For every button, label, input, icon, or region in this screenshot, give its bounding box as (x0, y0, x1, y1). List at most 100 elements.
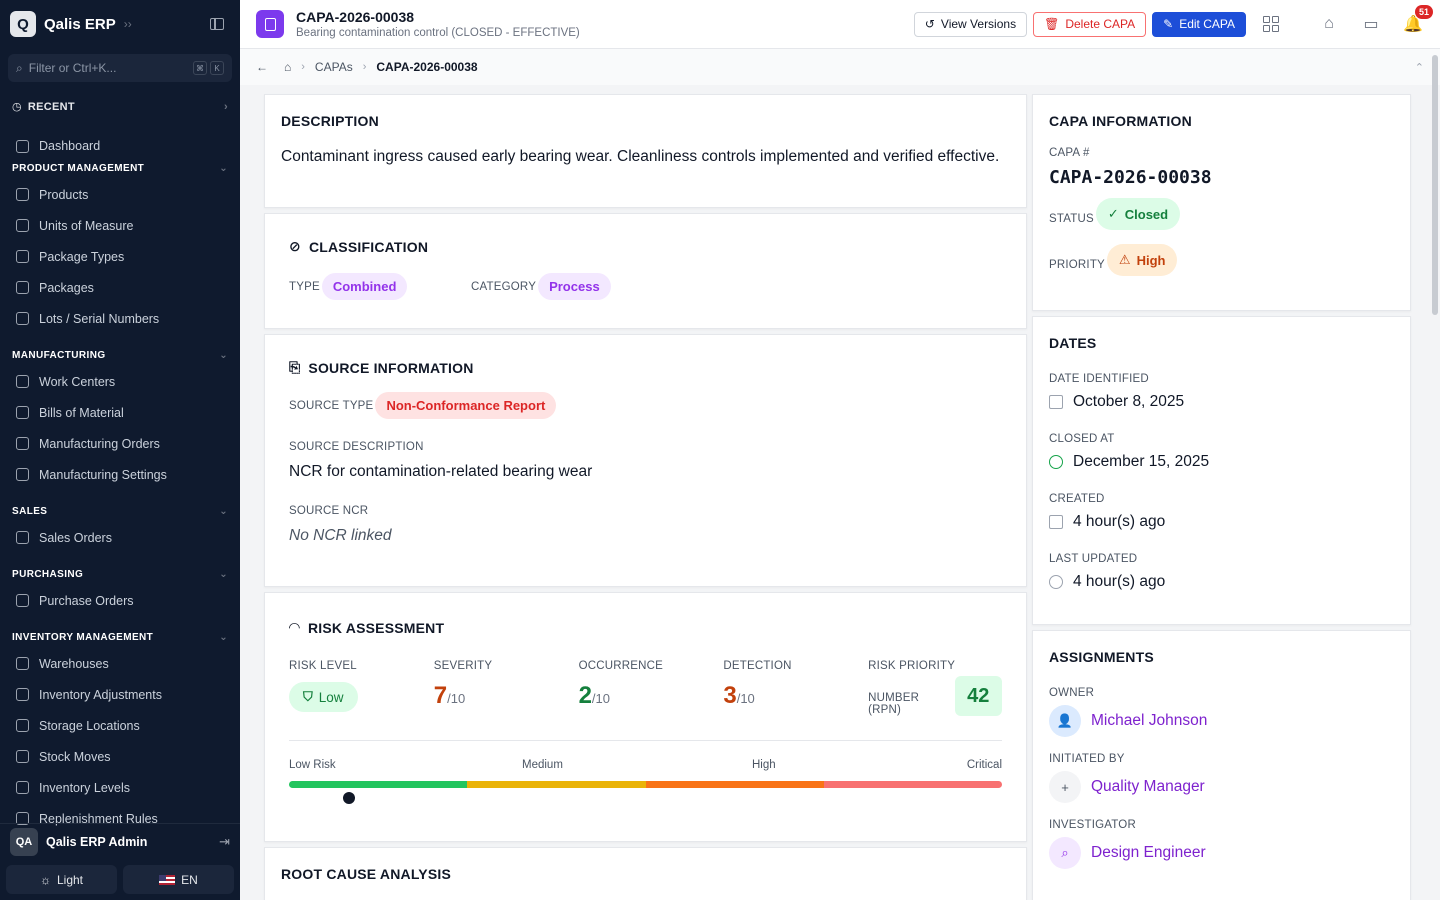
theme-label: Light (56, 872, 84, 887)
date-identified-value: October 8, 2025 (1073, 393, 1185, 410)
avatar: QA (10, 827, 38, 856)
chat-icon[interactable]: ▭ (1363, 16, 1379, 33)
sidebar-section-title: PRODUCT MANAGEMENT (12, 162, 145, 174)
nav-icon (16, 281, 29, 294)
page-subtitle: Bearing contamination control (CLOSED - … (296, 27, 580, 39)
category-badge: Process (538, 273, 611, 300)
sidebar-section-header[interactable]: INVENTORY MANAGEMENT ⌄ (0, 626, 240, 648)
investigator-link[interactable]: Design Engineer (1091, 844, 1206, 861)
nav-icon (16, 375, 29, 388)
sidebar-filter-input[interactable]: ⌕ Filter or Ctrl+K... ⌘ K (8, 54, 232, 82)
sidebar-section-header[interactable]: PURCHASING ⌄ (0, 563, 240, 585)
sidebar-item-stock-moves[interactable]: Stock Moves (0, 741, 240, 772)
sidebar-item-bills-of-material[interactable]: Bills of Material (0, 397, 240, 428)
page-title: CAPA-2026-00038 (296, 9, 415, 25)
sidebar-item-inventory-adjustments[interactable]: Inventory Adjustments (0, 679, 240, 710)
occurrence-value: 2 (578, 682, 592, 709)
logout-icon[interactable]: ⇥ (219, 833, 230, 849)
sidebar-item-work-centers[interactable]: Work Centers (0, 366, 240, 397)
chevron-down-icon: ⌄ (219, 568, 228, 580)
owner-label: OWNER (1049, 687, 1095, 699)
status-value: Closed (1124, 206, 1169, 222)
sidebar-item-dashboard[interactable]: Dashboard (0, 135, 240, 157)
sidebar-item-label: Dashboard (39, 139, 101, 153)
robot-icon[interactable]: ⌂ (1324, 15, 1334, 32)
created-label: CREATED (1049, 493, 1105, 505)
breadcrumb-capas[interactable]: CAPAs (314, 60, 353, 74)
description-card: DESCRIPTION Contaminant ingress caused e… (264, 94, 1027, 208)
check-circle-icon: ✓ (1107, 206, 1119, 221)
page-scrollbar[interactable] (1432, 55, 1438, 315)
sidebar-section-header[interactable]: MANUFACTURING ⌄ (0, 344, 240, 366)
sidebar-section-header[interactable]: SALES ⌄ (0, 500, 240, 522)
priority-label: PRIORITY (1049, 259, 1105, 271)
priority-value: High (1136, 252, 1166, 268)
sidebar-item-lots-serial-numbers[interactable]: Lots / Serial Numbers (0, 303, 240, 334)
view-versions-button[interactable]: ↺ View Versions (913, 11, 1028, 37)
sidebar-item-label: Storage Locations (39, 718, 140, 733)
type-label: TYPE (289, 280, 320, 293)
brand-name[interactable]: Qalis ERP (44, 15, 116, 33)
last-updated-label: LAST UPDATED (1049, 553, 1138, 565)
apps-grid-icon[interactable] (1260, 13, 1282, 35)
sidebar-item-manufacturing-settings[interactable]: Manufacturing Settings (0, 459, 240, 490)
delete-capa-button[interactable]: 🗑 Delete CAPA (1033, 11, 1147, 37)
sidebar-item-products[interactable]: Products (0, 179, 240, 210)
recent-section[interactable]: ◷ RECENT › (0, 100, 240, 114)
home-icon[interactable]: ⌂ (284, 60, 292, 74)
sidebar-item-inventory-levels[interactable]: Inventory Levels (0, 772, 240, 803)
description-text: Contaminant ingress caused early bearing… (281, 148, 1000, 165)
capa-number-value: CAPA-2026-00038 (1049, 167, 1212, 188)
sidebar-item-units-of-measure[interactable]: Units of Measure (0, 210, 240, 241)
brand-logo[interactable]: Q (10, 11, 36, 37)
risk-scale-bar (289, 781, 1002, 788)
severity-max: /10 (447, 691, 466, 706)
nav-icon (16, 812, 29, 825)
sidebar-item-replenishment-rules[interactable]: Replenishment Rules (0, 803, 240, 834)
user-plus-icon: + (1049, 771, 1081, 803)
date-identified-label: DATE IDENTIFIED (1049, 373, 1149, 385)
dates-title: DATES (1049, 335, 1097, 351)
sidebar-collapse-icon[interactable] (210, 18, 224, 30)
scale-low: Low Risk (289, 759, 336, 771)
sidebar-section-header[interactable]: PRODUCT MANAGEMENT ⌄ (0, 157, 240, 179)
chevron-right-icon[interactable]: ›› (123, 17, 132, 31)
chevron-up-icon[interactable]: ⌃ (1414, 61, 1424, 74)
investigator-label: INVESTIGATOR (1049, 819, 1136, 831)
category-label: CATEGORY (471, 280, 537, 293)
back-arrow-icon[interactable]: ← (256, 60, 268, 74)
dates-card: DATES DATE IDENTIFIED October 8, 2025 CL… (1032, 316, 1411, 625)
sidebar-item-sales-orders[interactable]: Sales Orders (0, 522, 240, 553)
recent-label: RECENT (27, 100, 75, 113)
sidebar-item-purchase-orders[interactable]: Purchase Orders (0, 585, 240, 616)
sidebar-item-label: Warehouses (39, 656, 109, 671)
edit-capa-button[interactable]: ✎ Edit CAPA (1152, 11, 1246, 37)
delete-capa-label: Delete CAPA (1065, 17, 1136, 31)
occurrence-max: /10 (591, 691, 610, 706)
sidebar-item-label: Work Centers (39, 374, 116, 389)
nav-icon (16, 781, 29, 794)
sidebar-item-packages[interactable]: Packages (0, 272, 240, 303)
chevron-down-icon: ⌄ (219, 505, 228, 517)
sidebar-item-package-types[interactable]: Package Types (0, 241, 240, 272)
search-icon: ⌕ (1049, 837, 1081, 869)
sidebar-item-label: Products (39, 187, 89, 202)
risk-segment-critical (823, 781, 1002, 788)
status-label: STATUS (1049, 213, 1094, 225)
risk-level-badge: ⛉ Low (289, 682, 358, 712)
owner-link[interactable]: Michael Johnson (1091, 712, 1208, 729)
filter-placeholder: Filter or Ctrl+K... (28, 61, 117, 75)
detection-max: /10 (736, 691, 755, 706)
user-bar[interactable]: QA Qalis ERP Admin ⇥ (0, 823, 240, 859)
clock-icon: ◷ (12, 101, 22, 113)
initiated-by-link[interactable]: Quality Manager (1091, 778, 1205, 795)
sidebar-item-warehouses[interactable]: Warehouses (0, 648, 240, 679)
bell-icon[interactable]: 🔔 51 (1402, 5, 1433, 35)
file-import-icon: ⎘ (289, 359, 301, 375)
sidebar-item-manufacturing-orders[interactable]: Manufacturing Orders (0, 428, 240, 459)
sidebar-item-storage-locations[interactable]: Storage Locations (0, 710, 240, 741)
nav-icon (16, 312, 29, 325)
theme-toggle-button[interactable]: ☼ Light (6, 865, 117, 894)
language-button[interactable]: EN (123, 865, 234, 894)
breadcrumb: ← ⌂ › CAPAs › CAPA-2026-00038 ⌃ (240, 49, 1440, 85)
